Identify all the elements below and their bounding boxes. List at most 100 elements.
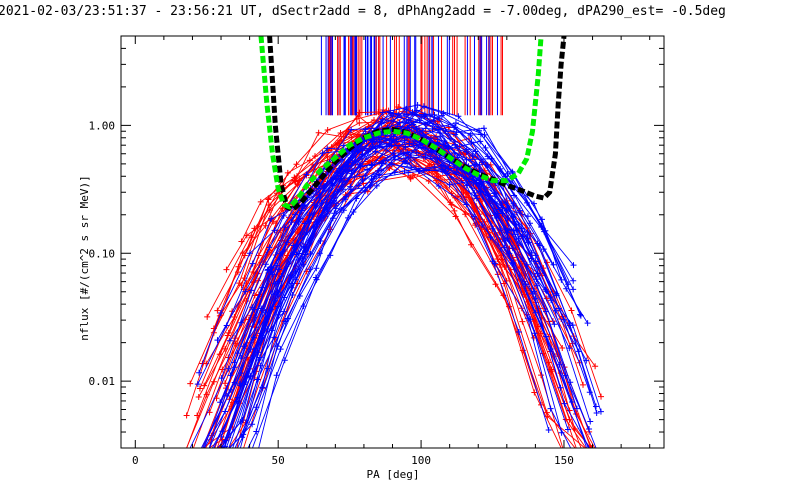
trace-point bbox=[463, 201, 470, 208]
trace-point bbox=[182, 455, 188, 461]
trace-point bbox=[451, 207, 458, 214]
trace-point bbox=[235, 263, 242, 270]
trace-point bbox=[334, 169, 341, 176]
trace-point bbox=[319, 150, 326, 157]
trace-point bbox=[321, 184, 328, 191]
trace-point bbox=[222, 345, 229, 352]
trace-point bbox=[532, 309, 539, 316]
trace-point bbox=[577, 455, 583, 461]
trace-point bbox=[180, 455, 186, 461]
trace-point bbox=[215, 455, 221, 461]
trace-point bbox=[460, 189, 467, 196]
trace-point bbox=[201, 455, 207, 461]
trace-point bbox=[204, 455, 210, 461]
trace-point bbox=[477, 188, 484, 195]
trace-point bbox=[291, 174, 298, 181]
trace-point bbox=[532, 295, 539, 302]
trace-point bbox=[489, 258, 496, 265]
trace-point bbox=[501, 280, 508, 287]
trace-point bbox=[236, 380, 243, 387]
chart-title: 2021-02-03/23:51:37 - 23:56:21 UT, dSect… bbox=[0, 4, 726, 19]
trace-point bbox=[502, 237, 509, 244]
trace-point bbox=[181, 455, 187, 461]
trace-point bbox=[269, 271, 276, 278]
trace-point bbox=[383, 143, 390, 150]
trace-point bbox=[404, 124, 411, 131]
trace-point bbox=[573, 405, 580, 412]
trace-line bbox=[234, 122, 547, 448]
trace-point bbox=[216, 351, 223, 358]
trace-point bbox=[302, 251, 309, 258]
trace-point bbox=[292, 178, 299, 185]
trace-point bbox=[568, 307, 575, 314]
trace-point bbox=[238, 238, 245, 245]
trace-point bbox=[492, 281, 499, 288]
trace-point bbox=[519, 233, 526, 240]
trace-point bbox=[407, 154, 414, 161]
trace-point bbox=[231, 455, 237, 461]
trace-point bbox=[355, 182, 362, 189]
trace-point bbox=[271, 227, 278, 234]
trace-point bbox=[502, 225, 509, 232]
trace-point bbox=[186, 455, 192, 461]
trace-line bbox=[203, 149, 527, 448]
trace-point bbox=[563, 285, 570, 292]
trace-point bbox=[480, 125, 487, 132]
trace-point bbox=[202, 455, 208, 461]
trace-point bbox=[281, 224, 288, 231]
trace-point bbox=[482, 144, 489, 151]
trace-point bbox=[217, 455, 223, 461]
trace-point bbox=[210, 455, 216, 461]
trace-point bbox=[594, 455, 600, 461]
trace-point bbox=[566, 345, 573, 352]
trace-point bbox=[479, 222, 486, 229]
trace-point bbox=[223, 266, 230, 273]
trace-point bbox=[407, 174, 414, 181]
trace-point bbox=[545, 427, 552, 434]
trace-point bbox=[481, 131, 488, 138]
trace-point bbox=[313, 265, 320, 272]
trace-point bbox=[315, 129, 322, 136]
trace-point bbox=[230, 455, 236, 461]
y-tick-label-1: 0.10 bbox=[89, 247, 116, 260]
trace-point bbox=[471, 161, 478, 168]
trace-point bbox=[218, 375, 225, 382]
axes: 0 50 100 150 0.01 0.10 1.00 bbox=[89, 35, 664, 467]
trace-point bbox=[472, 148, 479, 155]
trace-point bbox=[332, 205, 339, 212]
trace-point bbox=[597, 455, 603, 461]
trace-point bbox=[292, 268, 299, 275]
trace-point bbox=[552, 307, 559, 314]
trace-point bbox=[246, 250, 253, 257]
trace-point bbox=[369, 139, 376, 146]
trace-point bbox=[215, 455, 221, 461]
trace-point bbox=[350, 209, 357, 216]
trace-point bbox=[211, 455, 217, 461]
trace-point bbox=[542, 286, 549, 293]
trace-point bbox=[313, 219, 320, 226]
trace-point bbox=[182, 455, 188, 461]
trace-point bbox=[511, 211, 518, 218]
trace-point bbox=[225, 365, 232, 372]
trace-point bbox=[420, 103, 427, 110]
trace-point bbox=[516, 207, 523, 214]
trace-point bbox=[277, 250, 284, 257]
trace-point bbox=[179, 455, 185, 461]
trace-point bbox=[231, 364, 238, 371]
plot-area bbox=[179, 36, 605, 461]
trace-point bbox=[592, 455, 598, 461]
trace-point bbox=[187, 455, 193, 461]
trace-point bbox=[468, 241, 475, 248]
trace-point bbox=[559, 345, 566, 352]
trace-point bbox=[348, 126, 355, 133]
trace-point bbox=[386, 164, 393, 171]
trace-point bbox=[522, 281, 529, 288]
trace-point bbox=[249, 304, 256, 311]
trace-point bbox=[258, 305, 265, 312]
trace-point bbox=[226, 337, 233, 344]
trace-point bbox=[580, 455, 586, 461]
trace-point bbox=[331, 210, 338, 217]
trace-point bbox=[239, 417, 246, 424]
trace-point bbox=[255, 252, 262, 259]
trace-point bbox=[525, 239, 532, 246]
